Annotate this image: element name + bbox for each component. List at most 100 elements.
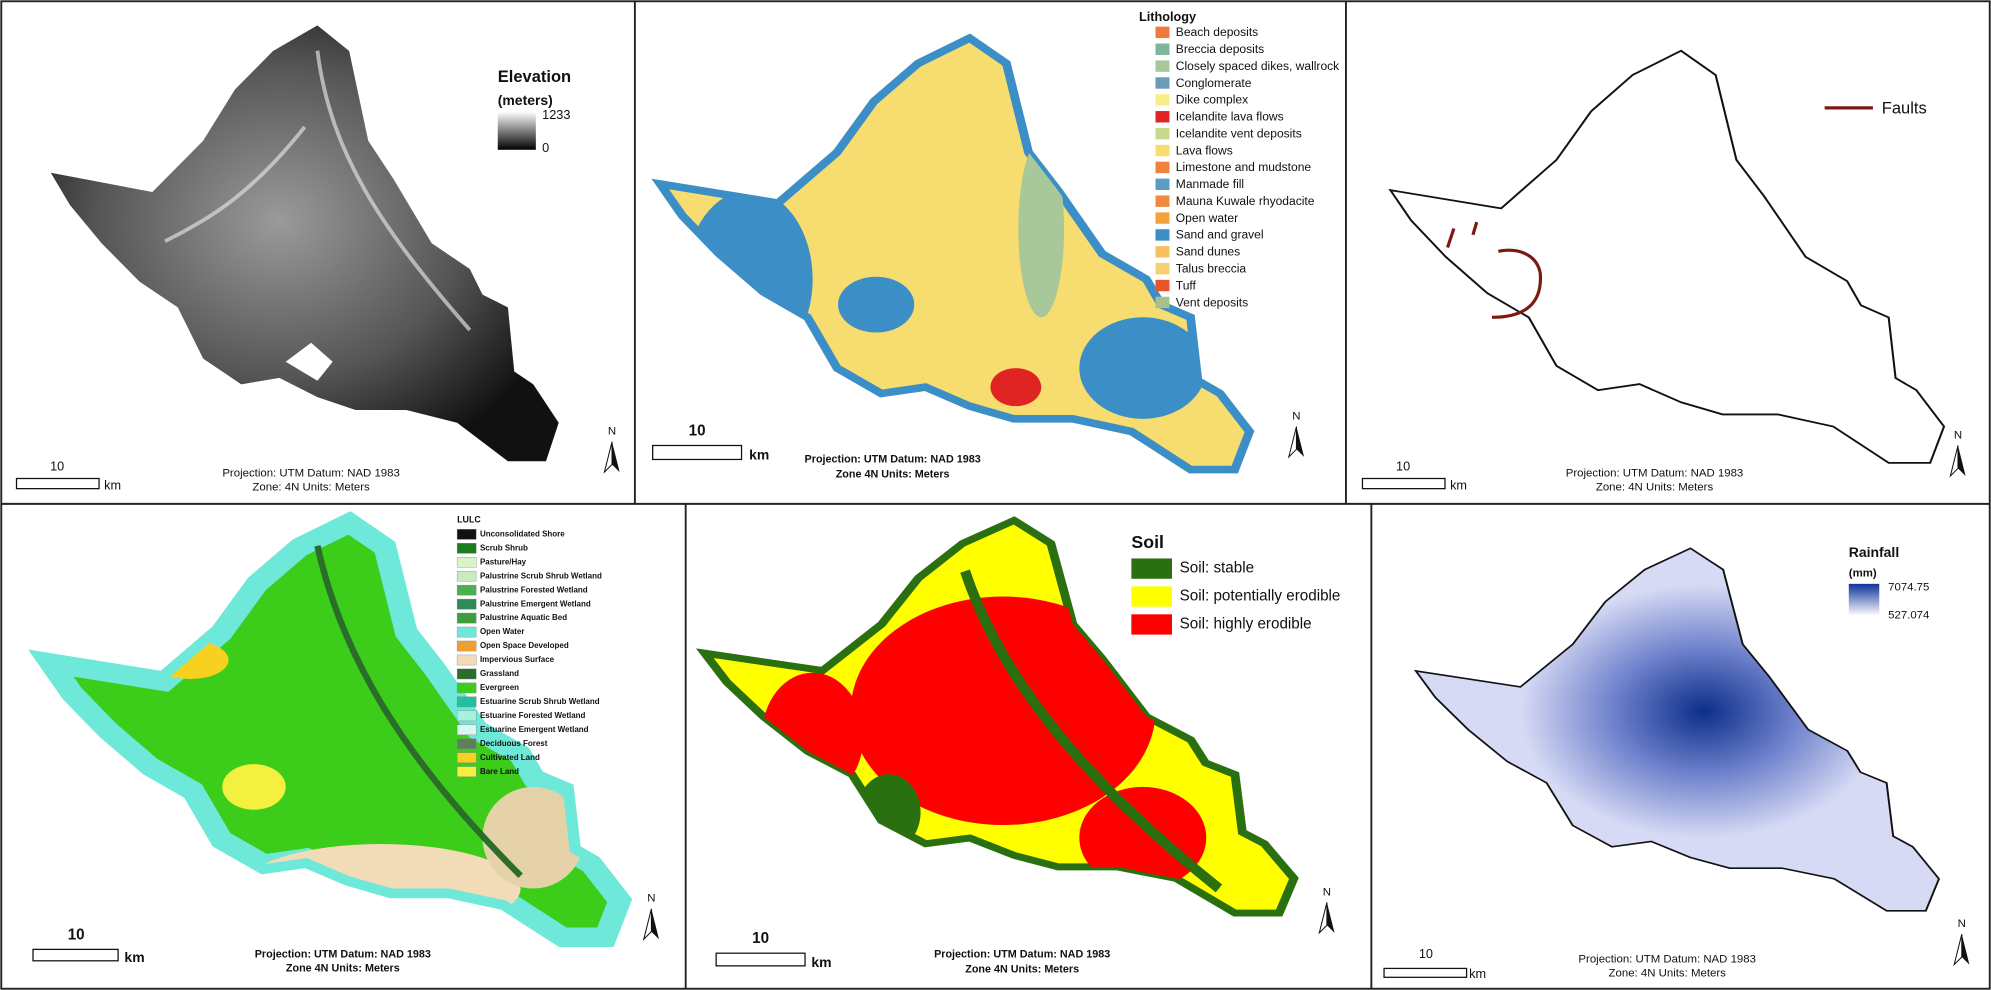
legend-max: 1233 — [542, 108, 570, 122]
scale-unit: km — [124, 949, 144, 965]
legend-label: Icelandite lava flows — [1176, 110, 1284, 124]
scale-bar — [652, 444, 743, 461]
harbor — [285, 342, 333, 381]
legend-label: Palustrine Forested Wetland — [480, 585, 588, 594]
legend-swatch — [456, 654, 477, 666]
scale-label: 10 — [752, 930, 769, 947]
legend-label: Estuarine Emergent Wetland — [480, 725, 589, 734]
legend-label: Manmade fill — [1176, 177, 1244, 191]
legend-swatch — [1155, 26, 1170, 39]
scale-label: 10 — [50, 459, 64, 473]
legend-label: Palustrine Emergent Wetland — [480, 599, 591, 608]
legend-swatch — [456, 598, 477, 610]
legend-subtitle: (meters) — [498, 92, 553, 108]
north-arrow — [1961, 934, 1970, 965]
projection-note: Zone 4N Units: Meters — [286, 962, 400, 974]
scale-bar — [1361, 477, 1446, 490]
legend-label: Icelandite vent deposits — [1176, 126, 1302, 140]
scale-bar — [715, 952, 806, 967]
legend-title: Rainfall — [1849, 544, 1899, 560]
legend-label: Sand dunes — [1176, 245, 1240, 259]
north-arrow — [1957, 445, 1966, 476]
north-arrow — [651, 908, 660, 940]
north-label: N — [1954, 429, 1962, 441]
legend-label: Lava flows — [1176, 143, 1233, 157]
legend-swatch — [1155, 77, 1170, 89]
legend-swatch — [456, 612, 477, 624]
north-arrow — [1318, 902, 1328, 935]
legend-title: Elevation — [498, 68, 571, 86]
legend-label: Grassland — [480, 669, 519, 678]
legend-swatch — [1155, 262, 1170, 275]
island-elevation — [50, 25, 559, 462]
scale-unit: km — [1469, 967, 1486, 981]
projection-note: Zone: 4N Units: Meters — [1609, 968, 1727, 980]
legend-max: 7074.75 — [1888, 582, 1929, 594]
legend-label: Estuarine Forested Wetland — [480, 711, 586, 720]
legend-swatch — [1131, 558, 1172, 579]
legend-title: Soil — [1131, 532, 1164, 552]
north-arrow — [603, 441, 613, 474]
map-annotations: 10 km Projection: UTM Datum: NAD 1983 Zone:… — [15, 10, 1970, 981]
north-arrow — [1326, 902, 1335, 933]
projection-note: Projection: UTM Datum: NAD 1983 — [222, 467, 400, 479]
legend-label: Dike complex — [1176, 93, 1248, 107]
scale-unit: km — [749, 446, 769, 462]
legend-label: Pasture/Hay — [480, 557, 527, 566]
legend-swatch — [1131, 614, 1172, 635]
legend-swatch — [456, 668, 477, 680]
color-ramp — [1848, 583, 1880, 615]
legend-label: Limestone and mudstone — [1176, 160, 1312, 174]
scale-unit: km — [1450, 478, 1467, 492]
legend-swatch — [456, 710, 477, 722]
legend-swatch — [456, 640, 477, 652]
legend-label: Bare Land — [480, 767, 519, 776]
north-arrow — [1296, 426, 1305, 457]
legend-label: Vent deposits — [1176, 295, 1248, 309]
legend-swatch — [456, 766, 477, 777]
legend-label: Sand and gravel — [1176, 228, 1264, 242]
projection-note: Projection: UTM Datum: NAD 1983 — [1566, 467, 1744, 479]
legend-label: Palustrine Scrub Shrub Wetland — [480, 571, 602, 580]
legend-swatch — [1155, 195, 1170, 207]
legend-swatch — [1155, 60, 1170, 72]
legend-label: Conglomerate — [1176, 76, 1252, 90]
legend-swatch — [456, 529, 477, 540]
projection-note: Zone 4N Units: Meters — [836, 469, 950, 481]
legend-label: Soil: stable — [1180, 560, 1254, 577]
legend-swatch — [456, 543, 477, 554]
legend-label: Closely spaced dikes, wallrock — [1176, 59, 1340, 73]
unit — [990, 368, 1042, 407]
legend-swatch — [456, 752, 477, 763]
legend-swatch — [1155, 178, 1170, 191]
legend-swatch — [456, 696, 477, 708]
north-label: N — [1292, 410, 1300, 422]
legend-swatch — [1155, 127, 1170, 140]
north-arrow — [612, 441, 620, 473]
projection-note: Zone: 4N Units: Meters — [252, 481, 370, 493]
legend-swatch — [456, 584, 477, 596]
projection-note: Zone: 4N Units: Meters — [1596, 481, 1714, 493]
projection-note: Zone 4N Units: Meters — [965, 964, 1079, 976]
legend-swatch — [1155, 94, 1170, 106]
unit — [850, 596, 1156, 825]
ridge — [164, 50, 472, 332]
legend-label: Open Water — [480, 627, 525, 636]
legend-swatch — [1155, 144, 1170, 157]
scale-bar — [32, 948, 119, 962]
scale-label: 10 — [689, 423, 706, 440]
north-label: N — [647, 893, 655, 905]
soil-units — [761, 569, 1223, 893]
legend-label: Open Space Developed — [480, 641, 569, 650]
north-arrow — [1949, 445, 1959, 478]
scale-unit: km — [104, 478, 121, 492]
legend-swatch — [1155, 161, 1170, 174]
north-arrow — [1287, 426, 1297, 459]
legend-label: Evergreen — [480, 683, 519, 692]
legend-label: Soil: potentially erodible — [1180, 588, 1341, 605]
legend-swatch — [1155, 111, 1170, 123]
unit — [222, 764, 286, 810]
north-arrow — [1953, 934, 1963, 967]
